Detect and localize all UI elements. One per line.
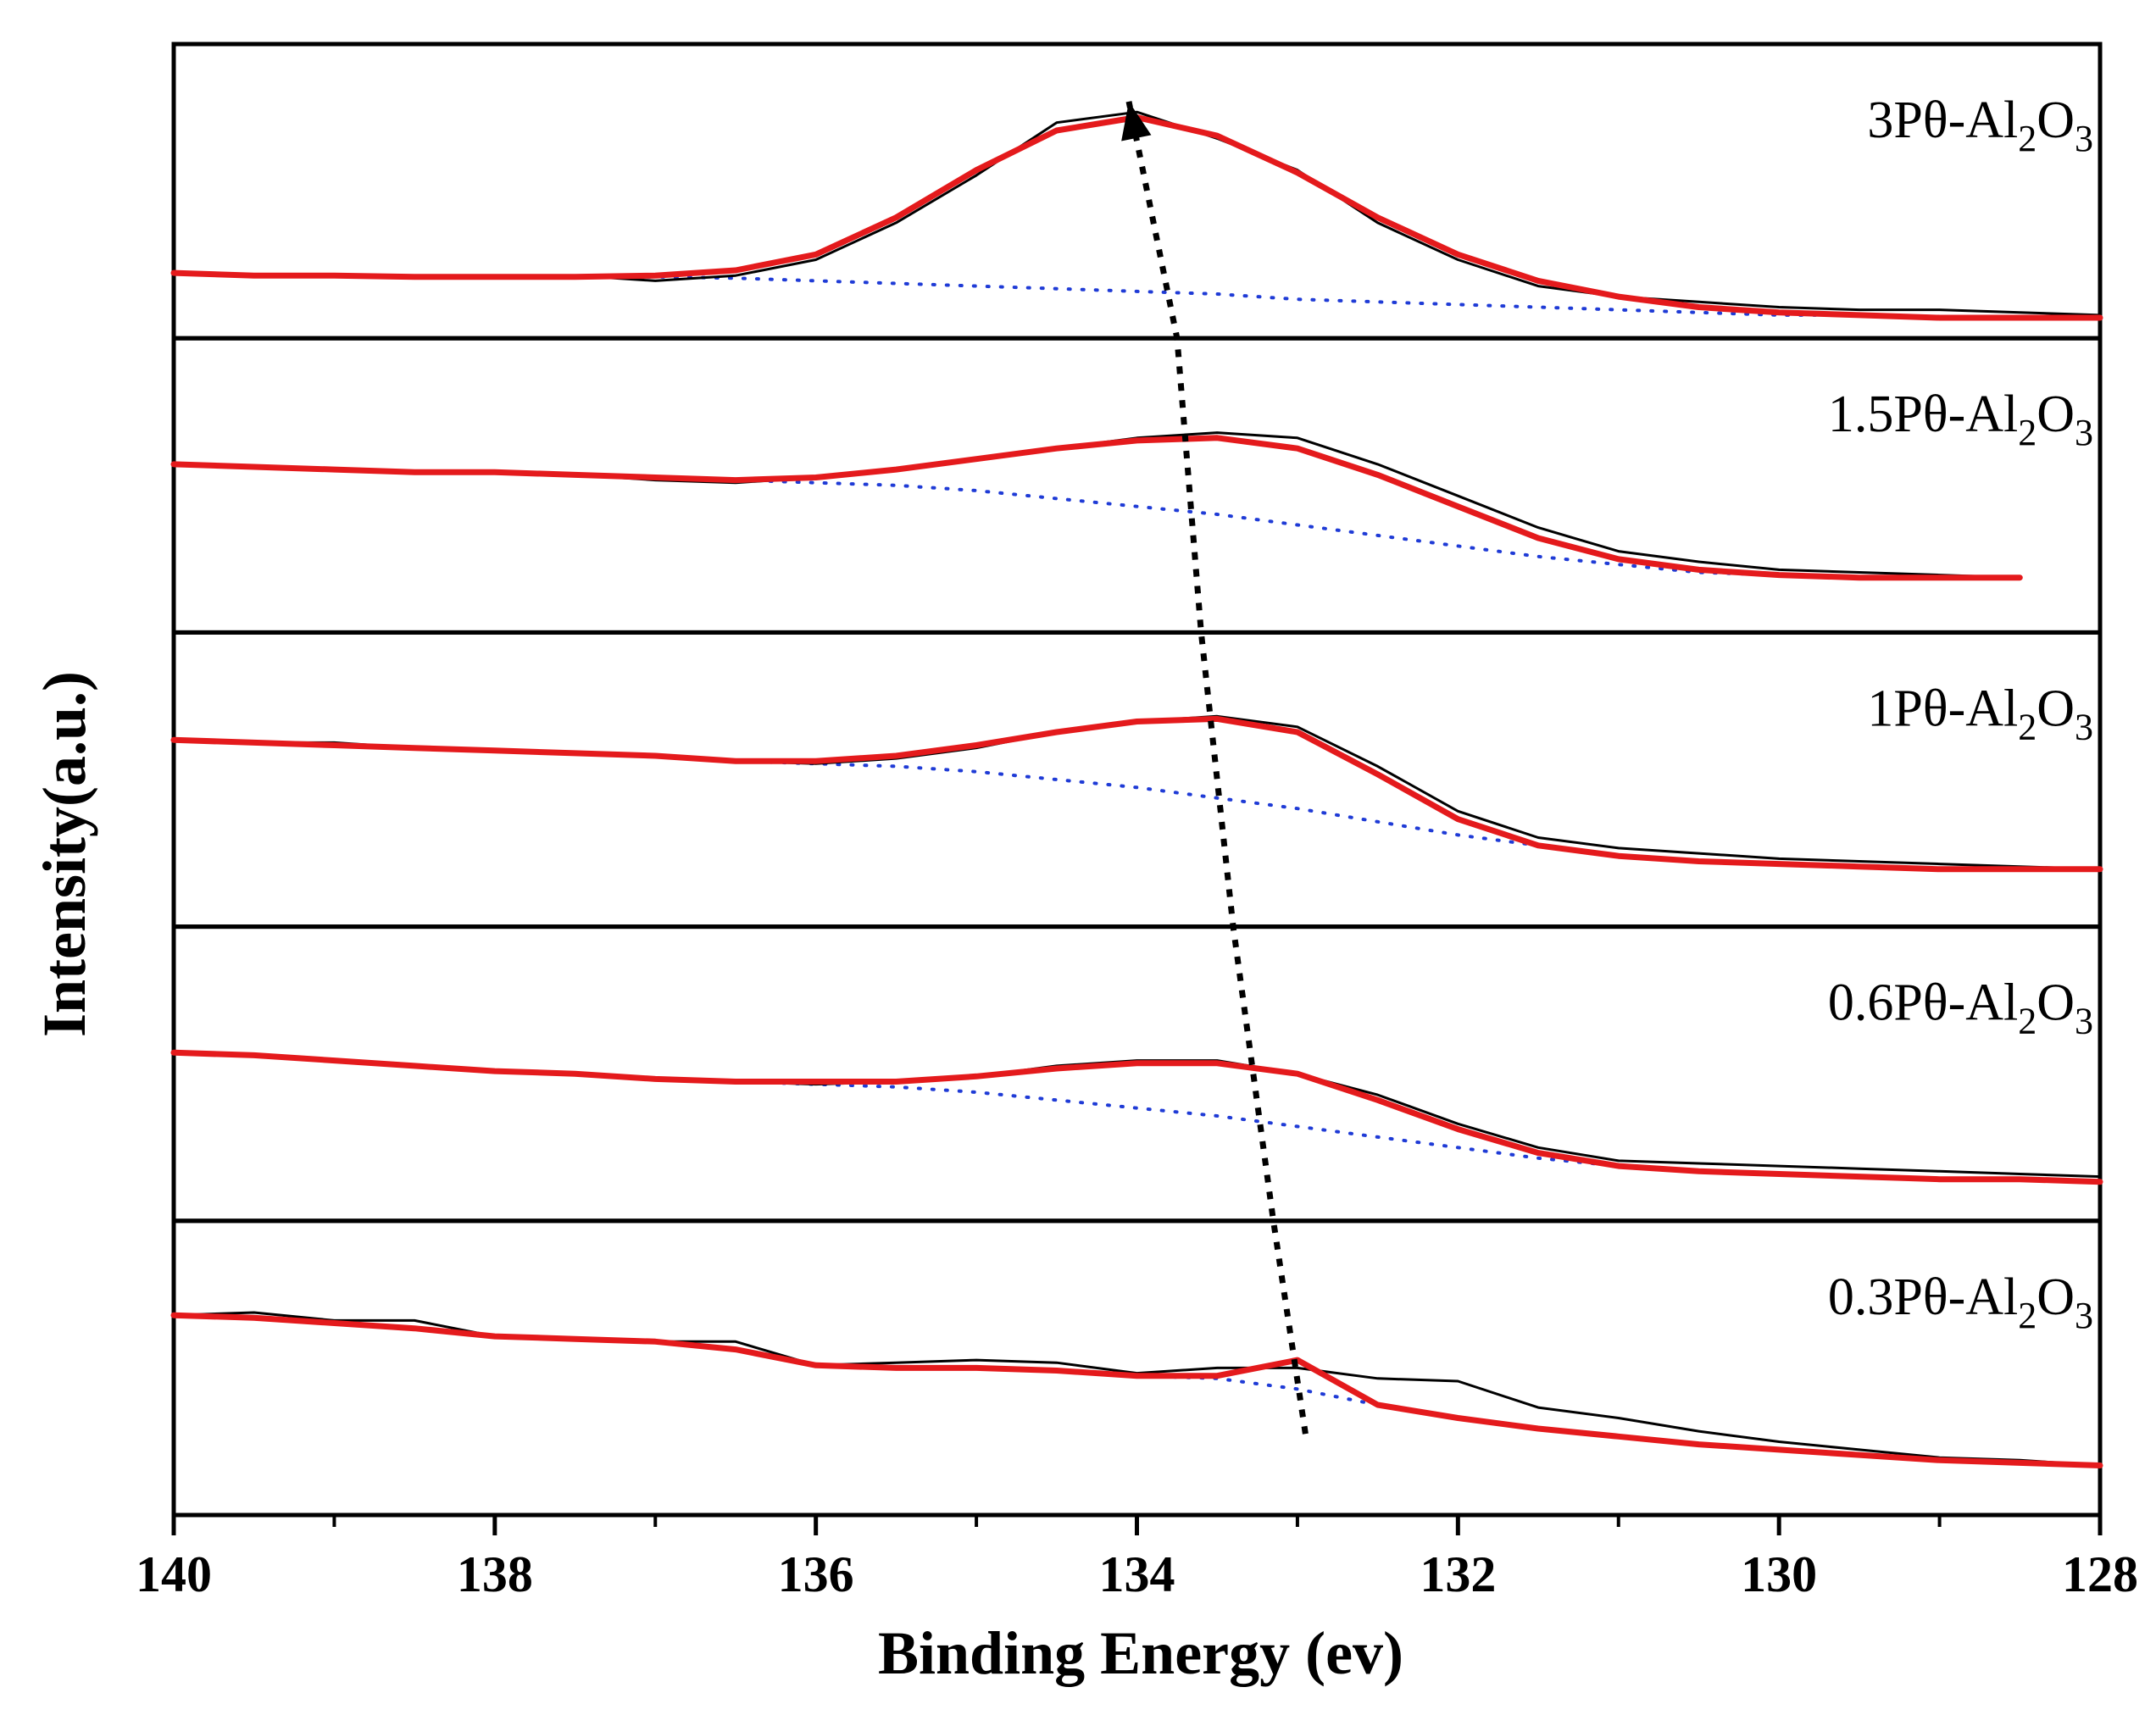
panel-5-fit-curve-line [170, 1312, 2103, 1468]
panel-frame [171, 630, 2103, 930]
label-text: O [2037, 92, 2075, 149]
panel-4-background-line [172, 1051, 2102, 1184]
panel-3-fit-curve-line [170, 715, 2103, 873]
label-subscript: 2 [2018, 1295, 2037, 1336]
panel-frame [171, 336, 2103, 635]
label-text: 1Pθ-Al [1867, 680, 2018, 737]
panel-2-background-line [172, 462, 2022, 580]
x-axis-title: Binding Energy (ev) [878, 1619, 1403, 1687]
panel-1-label: 3Pθ-Al2O3 [1867, 92, 2093, 159]
label-subscript: 2 [2018, 412, 2037, 453]
label-subscript: 2 [2018, 706, 2037, 747]
label-text: O [2037, 386, 2075, 443]
x-tick-label: 134 [1099, 1546, 1175, 1602]
peak-shift-arrow-group [1121, 101, 1309, 1435]
panel-2-fit-curve-line [170, 435, 2023, 581]
panel-2-label: 1.5Pθ-Al2O3 [1828, 386, 2093, 453]
label-subscript: 3 [2075, 412, 2093, 453]
panel-1-fit-curve-line [170, 114, 2103, 321]
panel-1: 3Pθ-Al2O3 [170, 42, 2103, 341]
panel-2-raw-spectrum-line [172, 431, 2021, 580]
panel-3-background-line [172, 738, 2102, 871]
peak-shift-arrowhead [1121, 101, 1152, 142]
label-text: 3Pθ-Al [1867, 92, 2018, 149]
panel-4: 0.6Pθ-Al2O3 [170, 924, 2103, 1224]
label-text: 1.5Pθ-Al [1828, 386, 2018, 443]
panel-2: 1.5Pθ-Al2O3 [170, 336, 2103, 635]
panels-group: 3Pθ-Al2O31.5Pθ-Al2O31Pθ-Al2O30.6Pθ-Al2O3… [170, 42, 2103, 1518]
y-axis-title: Intensity(a.u.) [31, 671, 98, 1037]
label-subscript: 3 [2075, 118, 2093, 159]
x-tick-label: 130 [1741, 1546, 1817, 1602]
peak-shift-arrow-line [1125, 101, 1309, 1435]
panel-4-label: 0.6Pθ-Al2O3 [1828, 974, 2093, 1042]
label-text: O [2037, 680, 2075, 737]
panel-3-raw-spectrum-line [172, 714, 2102, 871]
label-text: O [2037, 974, 2075, 1032]
panel-5: 0.3Pθ-Al2O3 [170, 1218, 2103, 1518]
label-subscript: 3 [2075, 706, 2093, 747]
x-tick-label: 132 [1420, 1546, 1496, 1602]
label-subscript: 3 [2075, 1001, 2093, 1042]
panel-5-background-line [172, 1313, 2102, 1468]
panel-4-fit-curve-line [170, 1049, 2103, 1185]
panel-frame [171, 1218, 2103, 1518]
x-tick-label: 140 [136, 1546, 212, 1602]
label-text: 0.3Pθ-Al [1828, 1268, 2018, 1326]
panel-frame [171, 42, 2103, 341]
x-axis: 140 138 136 134 132 130 128 [136, 1515, 2138, 1602]
panel-3: 1Pθ-Al2O3 [170, 630, 2103, 930]
panel-1-raw-spectrum-line [172, 110, 2102, 317]
label-subscript: 2 [2018, 118, 2037, 159]
label-text: O [2037, 1268, 2075, 1326]
panel-5-label: 0.3Pθ-Al2O3 [1828, 1268, 2093, 1336]
label-subscript: 2 [2018, 1001, 2037, 1042]
label-text: 0.6Pθ-Al [1828, 974, 2018, 1032]
panel-3-label: 1Pθ-Al2O3 [1867, 680, 2093, 747]
panel-1-background-line [172, 271, 2102, 319]
x-tick-label: 138 [457, 1546, 533, 1602]
x-tick-label: 128 [2062, 1546, 2138, 1602]
label-subscript: 3 [2075, 1295, 2093, 1336]
x-tick-label: 136 [778, 1546, 854, 1602]
